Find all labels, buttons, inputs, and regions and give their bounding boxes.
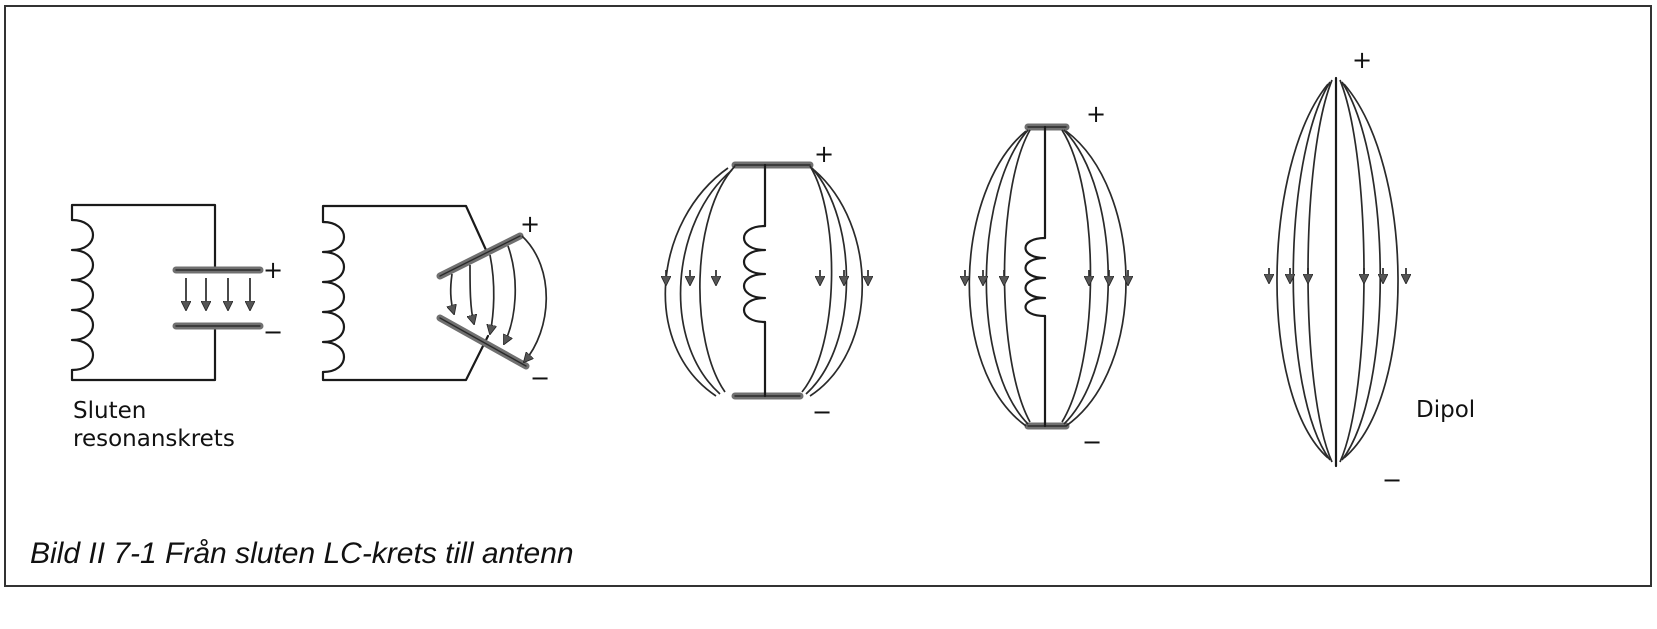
- minus-sign: −: [530, 364, 550, 392]
- minus-sign: −: [263, 318, 283, 346]
- coil-icon: [743, 224, 767, 324]
- coil-wire-bottom: [321, 334, 490, 382]
- plus-sign: +: [1352, 46, 1372, 74]
- coil-icon: [70, 218, 95, 372]
- field-line: [470, 264, 474, 324]
- stage-spread-plates: + −: [665, 140, 868, 426]
- field-line: [1003, 129, 1031, 423]
- field-line: [679, 169, 733, 395]
- figure-frame: [4, 5, 1652, 587]
- field-line: [1339, 79, 1365, 463]
- field-line: [1307, 79, 1333, 463]
- plus-sign: +: [814, 140, 834, 168]
- coil-wire-top: [70, 203, 217, 272]
- capacitor-plate-top-core: [439, 235, 521, 277]
- stage-closed-circuit: + − Sluten resonanskrets: [70, 203, 283, 452]
- capacitor-plate-bottom-core: [439, 317, 527, 367]
- minus-sign: −: [812, 398, 832, 426]
- stage-opening-circuit: + −: [321, 204, 550, 392]
- field-line: [451, 273, 454, 314]
- field-line: [699, 165, 736, 393]
- field-line: [490, 254, 494, 334]
- plus-sign: +: [520, 210, 540, 238]
- field-line: [801, 165, 833, 393]
- minus-sign: −: [1382, 466, 1402, 494]
- plus-sign: +: [263, 256, 283, 284]
- field-line: [664, 167, 729, 397]
- coil-wire-top: [321, 204, 488, 252]
- coil-icon: [321, 220, 346, 374]
- label-closed-line2: resonanskrets: [73, 426, 235, 452]
- field-line: [809, 169, 864, 397]
- figure-caption: Bild II 7-1 Från sluten LC-krets till an…: [30, 537, 574, 570]
- field-line: [1343, 83, 1399, 459]
- field-line: [521, 235, 548, 362]
- field-line: [1061, 129, 1092, 423]
- stage-further-spread: + −: [965, 100, 1128, 456]
- coil-icon: [1024, 236, 1047, 318]
- label-closed-line1: Sluten: [73, 398, 146, 424]
- field-line: [1065, 130, 1127, 427]
- plus-sign: +: [1086, 100, 1106, 128]
- field-line: [504, 245, 517, 344]
- stage-dipole: + − Dipol: [1269, 46, 1475, 494]
- field-line: [1276, 83, 1329, 459]
- coil-wire-bottom: [70, 324, 217, 382]
- minus-sign: −: [1082, 428, 1102, 456]
- field-line: [968, 130, 1027, 427]
- label-dipole: Dipol: [1416, 397, 1475, 423]
